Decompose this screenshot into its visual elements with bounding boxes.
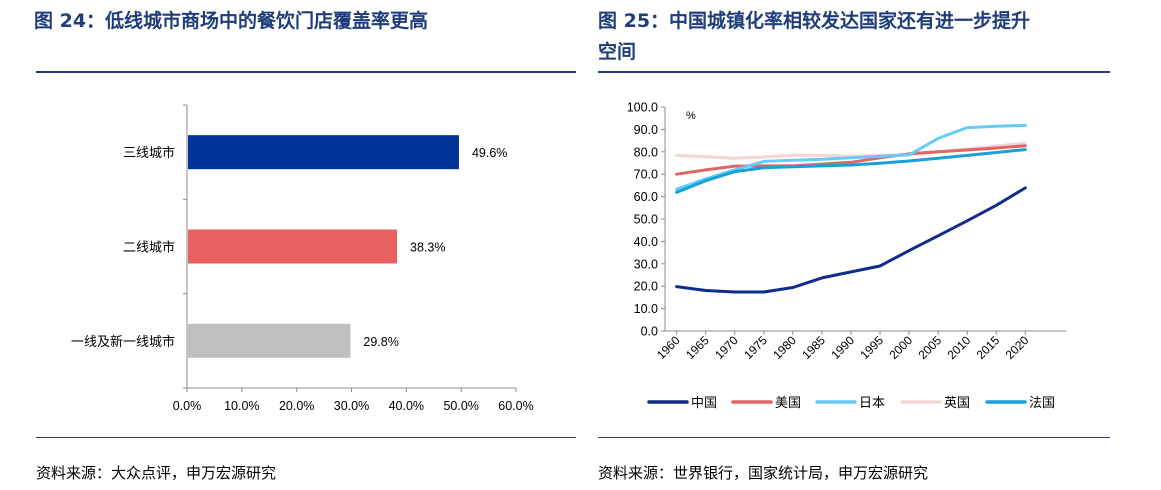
right-figure-title-line1: 图 25：中国城镇化率相较发达国家还有进一步提升: [598, 10, 1031, 32]
line-x-tick-label: 1985: [799, 333, 828, 362]
bar-x-tick-label: 20.0%: [279, 399, 314, 413]
right-title-rule: [598, 71, 1110, 73]
legend-label: 法国: [1029, 395, 1055, 410]
left-bottom-rule: [36, 437, 576, 438]
legend-label: 日本: [859, 395, 885, 410]
bar-3: [188, 323, 351, 358]
line-x-tick-label: 1995: [857, 333, 886, 362]
series-line-3: [675, 123, 1027, 191]
series-line-2: [675, 144, 1027, 176]
bar-2: [188, 229, 398, 264]
left-title-rule: [36, 71, 576, 73]
line-x-tick-label: 1970: [712, 333, 741, 362]
line-y-tick-label: 100.0: [627, 101, 658, 115]
left-figure-title: 图 24：低线城市商场中的餐饮门店覆盖率更高: [34, 10, 429, 32]
line-y-tick-label: 20.0: [634, 280, 658, 294]
line-chart: % 0.0 10.0 20.0 30.0 40.0 50.0 60.0 70.0 80.0 90.…: [627, 101, 1066, 410]
bar-x-tick-label: 10.0%: [224, 399, 259, 413]
line-y-tick-label: 50.0: [634, 213, 658, 227]
series-line-1: [675, 186, 1027, 294]
bar-1: [188, 135, 459, 170]
legend-label: 中国: [691, 395, 717, 410]
bar-value-label: 29.8%: [363, 335, 398, 349]
bar-x-tick-label: 50.0%: [443, 399, 478, 413]
bar-category-label: 三线城市: [123, 145, 175, 160]
line-x-tick-label: 1960: [654, 333, 683, 362]
legend-label: 美国: [775, 395, 801, 410]
line-y-tick-label: 40.0: [634, 235, 658, 249]
legend-label: 英国: [944, 395, 970, 410]
line-y-tick-label: 80.0: [634, 145, 658, 159]
line-y-tick-label: 70.0: [634, 168, 658, 182]
left-source-note: 资料来源：大众点评，申万宏源研究: [36, 464, 277, 482]
line-y-tick-label: 60.0: [634, 190, 658, 204]
line-x-tick-label: 1975: [741, 333, 770, 362]
bar-chart: 0.0% 10.0% 20.0% 30.0% 40.0% 50.0% 60.0% 三线城市 49…: [71, 104, 534, 413]
unit-label: %: [686, 110, 696, 122]
line-x-tick-label: 2005: [915, 333, 944, 362]
line-x-tick-label: 2015: [974, 333, 1003, 362]
bar-x-tick-label: 40.0%: [389, 399, 424, 413]
bar-x-tick-label: 0.0%: [173, 399, 202, 413]
bar-category-label: 一线及新一线城市: [71, 334, 175, 349]
line-x-tick-label: 2010: [945, 333, 974, 362]
line-x-tick-label: 2020: [1003, 333, 1032, 362]
bar-category-label: 二线城市: [123, 240, 175, 255]
bar-x-tick-label: 30.0%: [334, 399, 369, 413]
line-y-tick-label: 10.0: [634, 302, 658, 316]
bar-value-label: 38.3%: [410, 241, 445, 255]
line-x-tick-label: 1965: [683, 333, 712, 362]
series-line-5: [675, 148, 1027, 194]
line-x-tick-label: 1980: [770, 333, 799, 362]
line-x-tick-label: 1990: [828, 333, 857, 362]
right-source-note: 资料来源：世界银行，国家统计局，申万宏源研究: [598, 464, 929, 482]
line-y-tick-label: 30.0: [634, 257, 658, 271]
right-bottom-rule: [598, 437, 1110, 438]
bar-x-tick-label: 60.0%: [498, 399, 533, 413]
bar-value-label: 49.6%: [472, 146, 507, 160]
right-figure-title-line2: 空间: [598, 41, 637, 63]
line-y-tick-label: 90.0: [634, 123, 658, 137]
line-x-tick-label: 2000: [886, 333, 915, 362]
line-y-tick-label: 0.0: [641, 325, 658, 339]
